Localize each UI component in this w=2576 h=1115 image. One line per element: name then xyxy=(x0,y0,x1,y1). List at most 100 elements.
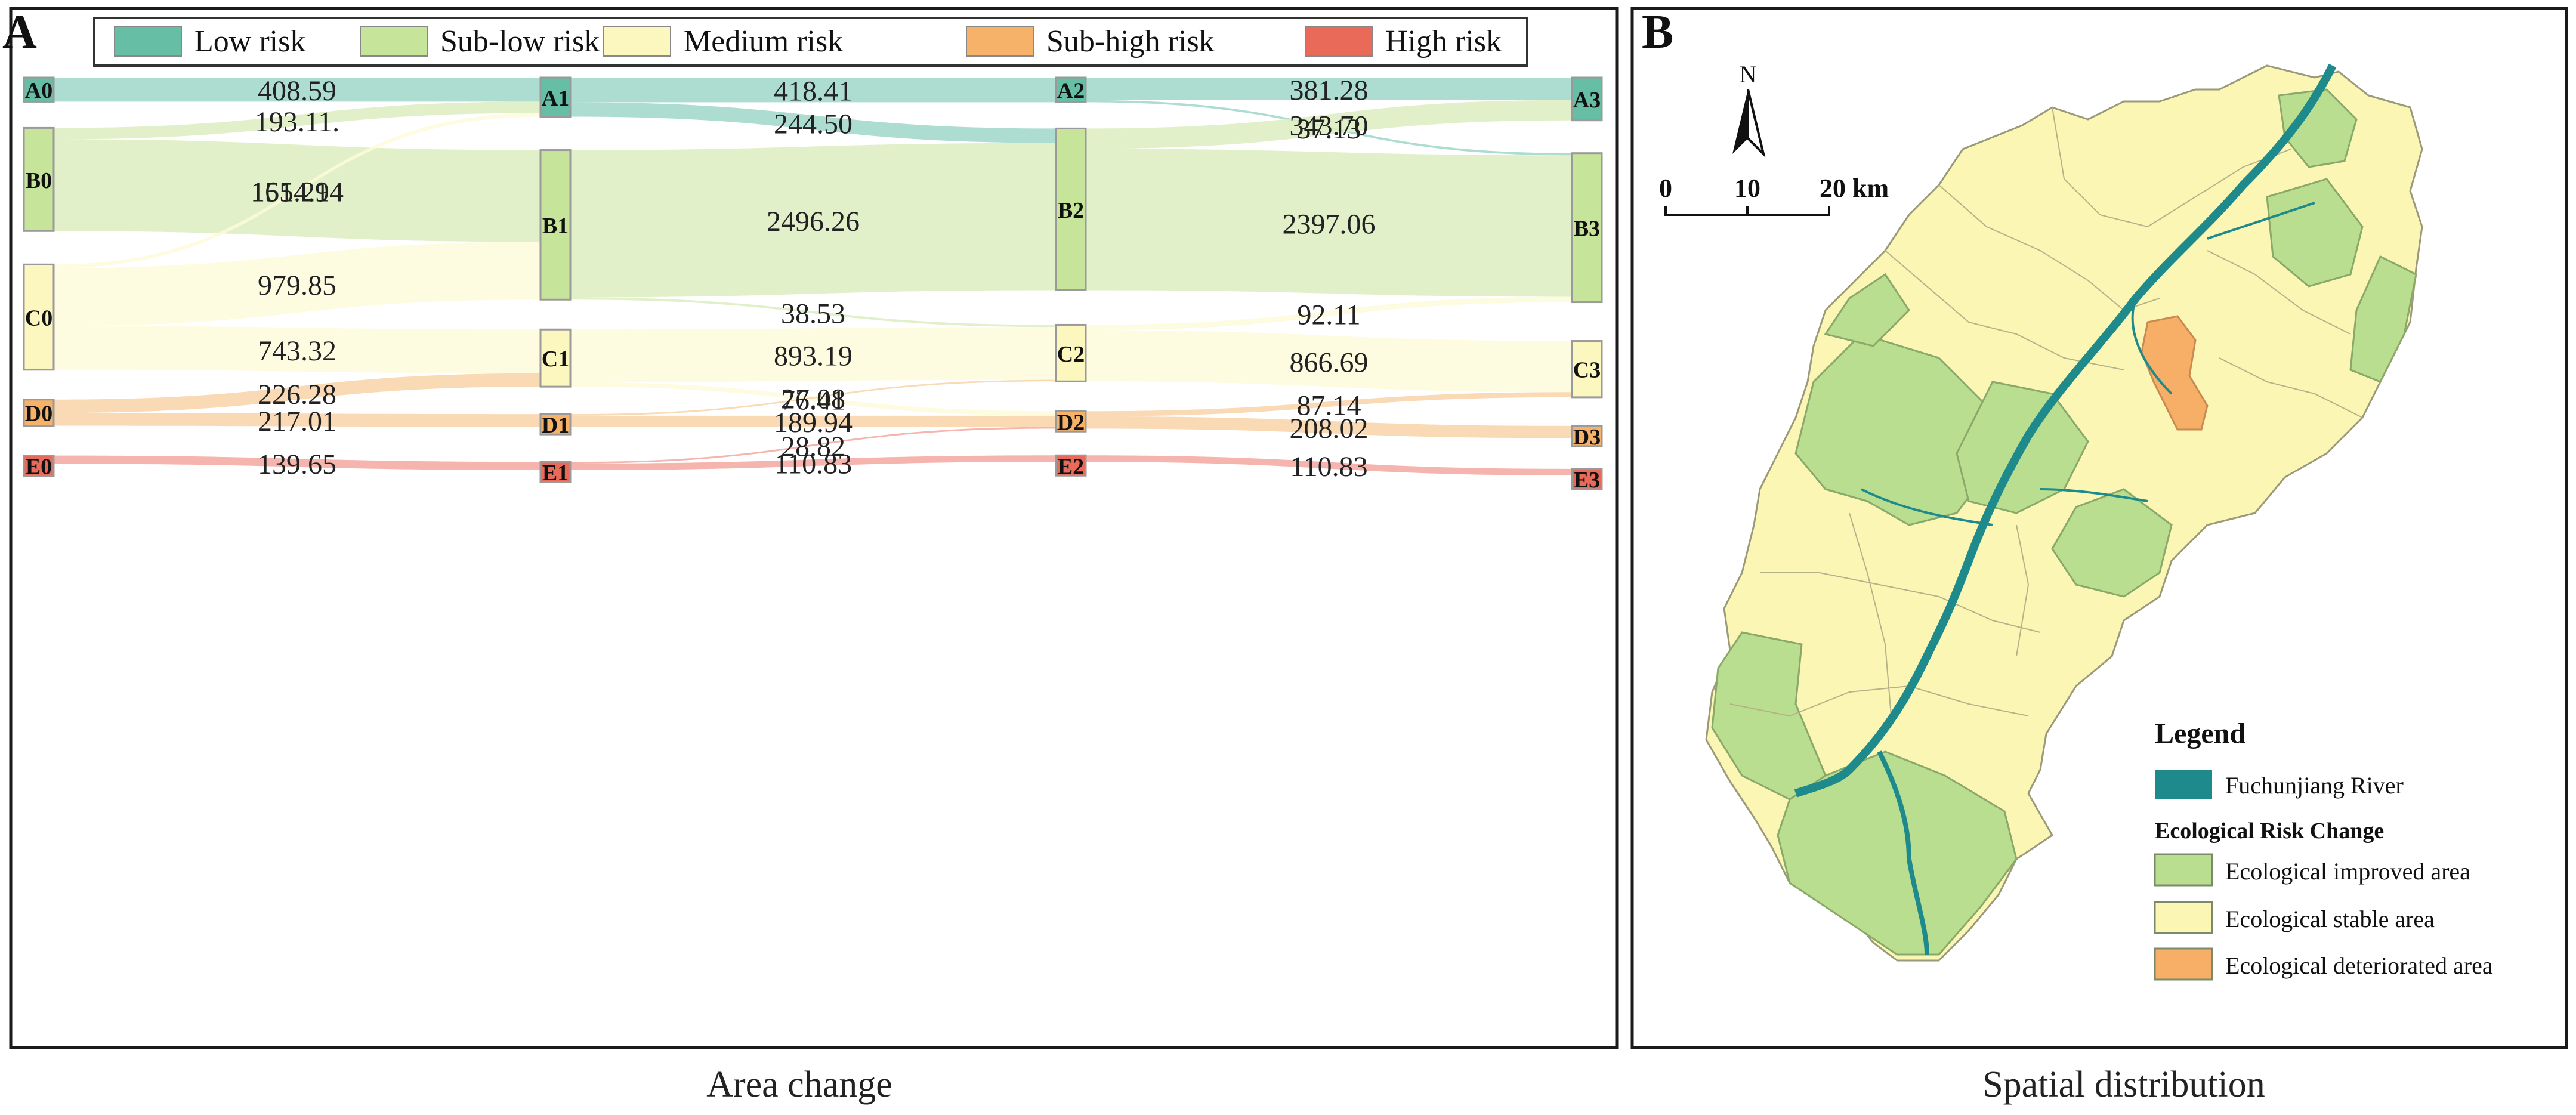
sankey-nodes: A0 B0 C0 D0 E0 A1 B1 C1 D1 E1 A2 B2 C2 D2 E2 A3 B3 C3 D3 E3 xyxy=(23,76,1603,493)
node-E0 xyxy=(23,455,55,477)
node-D1 xyxy=(539,413,572,436)
flow-A1-B2 xyxy=(570,102,1056,143)
node-B2 xyxy=(1055,127,1087,291)
flow-D0-C1 xyxy=(54,373,540,413)
node-A2 xyxy=(1055,76,1087,103)
map-deteriorated-area xyxy=(2141,315,2209,431)
map-legend-title: Legend xyxy=(2155,718,2245,749)
node-B1 xyxy=(539,149,572,301)
flow-D1-D2 xyxy=(570,415,1056,427)
legend-label: Sub-low risk xyxy=(440,24,600,58)
flow-C2-B3 xyxy=(1086,296,1572,331)
flow-label: 37.13 xyxy=(1297,113,1361,145)
node-label: B2 xyxy=(1058,198,1084,223)
flow-B2-B3 xyxy=(1086,149,1572,297)
legend-label: Medium risk xyxy=(684,24,843,58)
flow-label: 244.50 xyxy=(774,108,853,140)
river-tributary xyxy=(2040,488,2148,502)
flow-C2-C3 xyxy=(1086,330,1572,393)
node-label: C3 xyxy=(1573,358,1601,383)
node-E3 xyxy=(1571,468,1603,490)
caption-area-change: Area change xyxy=(706,1064,892,1105)
flow-label: 139.65 xyxy=(258,449,336,480)
flow-label: 743.32 xyxy=(258,335,336,367)
flow-B1-B2 xyxy=(570,143,1056,298)
river-swatch xyxy=(2155,770,2212,799)
legend-label: High risk xyxy=(1385,24,1502,58)
flow-D1-C2 xyxy=(570,379,1056,416)
river-tributary xyxy=(1877,750,1929,955)
flow-D2-C3 xyxy=(1086,392,1572,416)
flow-D0-D1 xyxy=(54,413,540,427)
flow-label: 61.21 xyxy=(265,176,329,208)
node-label: B3 xyxy=(1574,217,1600,242)
map-legend: Legend Fuchunjiang River Ecological Risk… xyxy=(2154,718,2493,981)
node-E2 xyxy=(1055,454,1087,477)
deteriorated-legend-label: Ecological deteriorated area xyxy=(2225,952,2493,979)
flow-label: 110.83 xyxy=(774,449,852,480)
node-A3 xyxy=(1571,76,1603,122)
node-label: C0 xyxy=(25,306,52,331)
flow-B2-A3 xyxy=(1086,100,1572,149)
flow-A1-A2 xyxy=(570,78,1056,103)
map-legend-subtitle: Ecological Risk Change xyxy=(2155,819,2384,844)
flow-label: 866.69 xyxy=(1290,347,1369,378)
flow-B1-C2 xyxy=(570,297,1056,328)
node-label: D3 xyxy=(1573,425,1601,450)
node-label: B0 xyxy=(26,168,52,193)
flow-B0-A1 xyxy=(54,101,540,140)
risk-legend-box xyxy=(93,17,1528,67)
legend-swatch xyxy=(603,26,671,57)
flow-label: 76.41 xyxy=(781,385,845,416)
node-label: E3 xyxy=(1574,468,1600,493)
flow-A0-A1 xyxy=(54,78,540,102)
node-label: D2 xyxy=(1057,410,1085,435)
map-improved-area xyxy=(2349,255,2417,383)
flow-D2-D3 xyxy=(1086,416,1572,438)
north-label: N xyxy=(1740,61,1757,88)
stable-legend-label: Ecological stable area xyxy=(2225,906,2435,932)
flow-E1-D2 xyxy=(570,427,1056,464)
flow-C0-A1 xyxy=(54,113,540,268)
map-improved-area xyxy=(1824,273,1910,347)
map-improved-area xyxy=(1777,750,2018,956)
map-boundaries xyxy=(1729,107,2363,717)
map xyxy=(1705,63,2423,962)
north-arrow-left xyxy=(1732,89,1748,154)
flow-label: 226.28 xyxy=(258,379,336,410)
improved-legend-label: Ecological improved area xyxy=(2225,858,2470,885)
flow-C1-D2 xyxy=(570,382,1056,416)
fuchunjiang-river xyxy=(1794,63,2337,798)
node-label: B1 xyxy=(542,214,569,239)
flow-C0-C1 xyxy=(54,326,540,373)
flow-label: 193.11. xyxy=(255,106,339,138)
node-D3 xyxy=(1571,425,1603,447)
legend-swatch xyxy=(1305,26,1373,57)
river-tributary xyxy=(2207,202,2315,240)
flow-C1-C2 xyxy=(570,327,1056,382)
improved-swatch xyxy=(2154,853,2213,887)
node-C1 xyxy=(539,328,572,388)
flow-label: 2496.26 xyxy=(767,206,860,237)
node-B3 xyxy=(1571,152,1603,304)
legend-swatch xyxy=(114,26,182,57)
flow-label: 381.28 xyxy=(1290,75,1369,106)
flow-label: 2397.06 xyxy=(1283,208,1376,240)
map-improved-area xyxy=(2266,178,2364,288)
flow-label: 110.83 xyxy=(1290,451,1367,483)
node-label: D1 xyxy=(542,413,569,438)
node-C0 xyxy=(23,263,55,371)
north-arrow-right xyxy=(1747,89,1766,158)
panel-a-letter: A xyxy=(2,6,37,58)
legend-swatch xyxy=(966,26,1034,57)
node-label: C1 xyxy=(542,347,569,372)
flow-label: 217.01 xyxy=(258,406,336,437)
flow-label: 408.59 xyxy=(258,75,336,107)
map-improved-area xyxy=(2051,488,2173,598)
scale-label-0: 0 xyxy=(1659,174,1672,203)
flow-label: 418.41 xyxy=(774,76,853,107)
node-label: D0 xyxy=(25,401,52,427)
node-A1 xyxy=(539,76,572,118)
flow-label: 27.08 xyxy=(781,384,845,415)
